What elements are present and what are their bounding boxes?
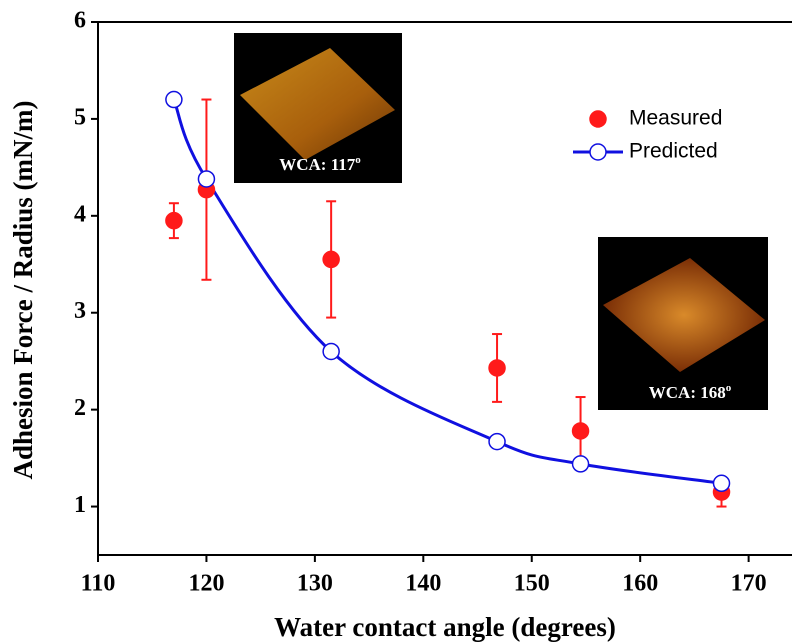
x-tick-label: 120 (188, 571, 224, 597)
x-tick-label: 150 (514, 571, 550, 597)
y-tick-label: 2 (74, 395, 86, 421)
x-tick-label: 110 (81, 571, 116, 597)
y-tick-label: 1 (74, 492, 86, 518)
legend-label: Measured (629, 107, 722, 130)
x-tick-label: 170 (731, 571, 767, 597)
chart: WCA: 117o WCA: 168o Water contact angle … (0, 0, 794, 643)
data-point (323, 343, 339, 359)
y-tick-label: 6 (74, 8, 86, 34)
legend-marker (590, 111, 606, 127)
data-point (166, 213, 182, 229)
annotation: WCA: 168o (649, 382, 732, 402)
data-point (489, 360, 505, 376)
legend-label: Predicted (629, 140, 718, 163)
data-point (489, 434, 505, 450)
y-axis-title: Adhesion Force / Radius (mN/m) (8, 100, 38, 479)
x-axis-title: Water contact angle (degrees) (274, 612, 616, 642)
x-tick-label: 140 (405, 571, 441, 597)
x-tick-label: 160 (622, 571, 658, 597)
x-tick-label: 130 (297, 571, 333, 597)
data-point (166, 92, 182, 108)
data-point (573, 456, 589, 472)
legend-marker (590, 144, 606, 160)
data-point (323, 251, 339, 267)
annotation: WCA: 117o (279, 154, 361, 174)
data-point (573, 423, 589, 439)
data-point (714, 475, 730, 491)
data-point (198, 171, 214, 187)
y-tick-label: 3 (74, 298, 86, 324)
y-tick-label: 4 (74, 201, 86, 227)
y-tick-label: 5 (74, 104, 86, 130)
